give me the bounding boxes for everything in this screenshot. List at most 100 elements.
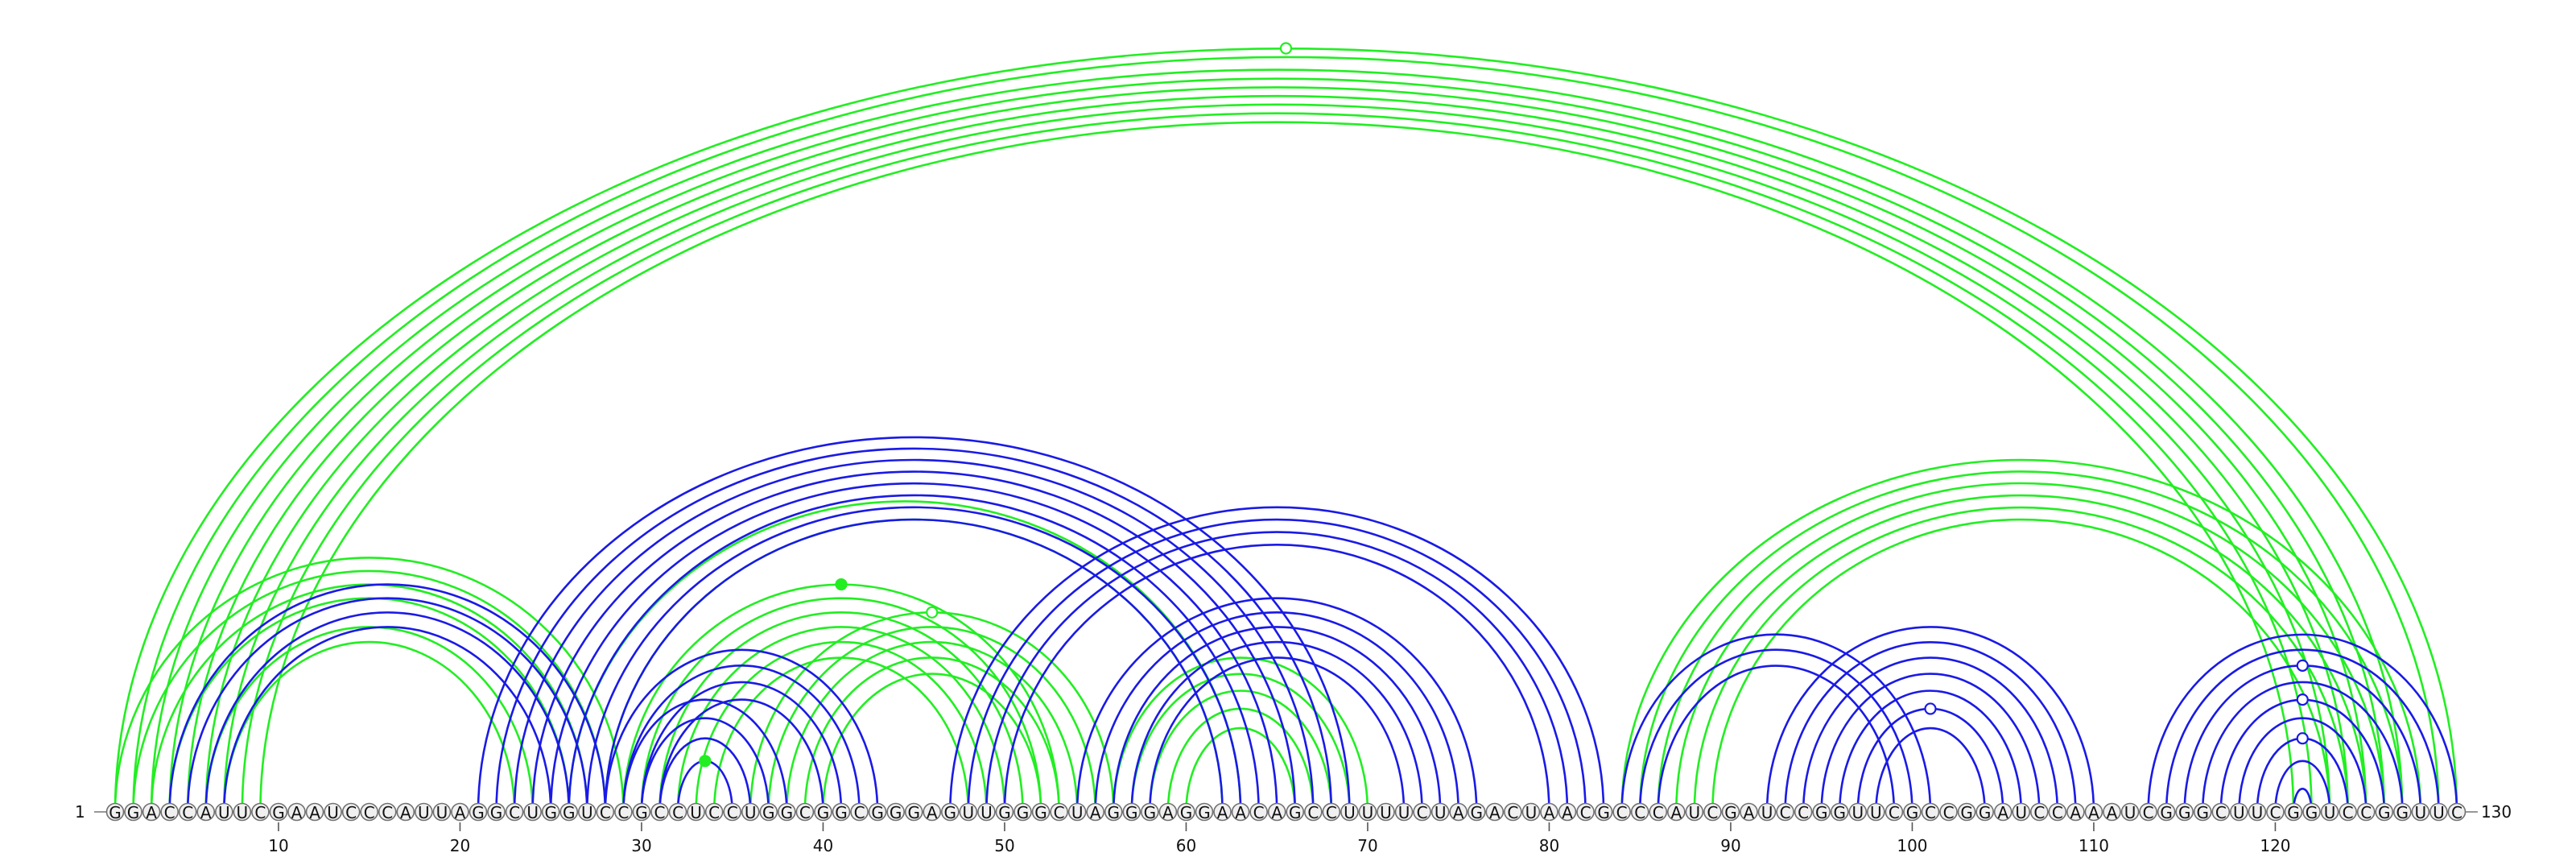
- nucleotide-circle: [1848, 802, 1868, 822]
- nucleotide: U: [415, 802, 433, 822]
- nucleotide-letter: C: [799, 803, 811, 822]
- nucleotide-letter: C: [2360, 803, 2372, 822]
- nucleotide-letter: A: [927, 803, 938, 822]
- nucleotide-letter: C: [2269, 803, 2281, 822]
- tick-label: 10: [268, 836, 288, 855]
- nucleotide-circle: [1830, 802, 1849, 822]
- nucleotide: G: [105, 802, 125, 822]
- nucleotide-letter: U: [2233, 803, 2245, 822]
- nucleotide-circle: [1540, 802, 1558, 822]
- nucleotide-circle: [1612, 802, 1631, 822]
- nucleotide-circle: [687, 802, 705, 822]
- nucleotide-circle: [1993, 802, 2013, 822]
- blue-arc-48-82: [967, 518, 1587, 813]
- nucleotide-letter: G: [781, 803, 794, 822]
- nucleotide-circle: [1867, 802, 1885, 822]
- nucleotide-circle: [1576, 802, 1595, 822]
- nucleotide-circle: [1449, 802, 1468, 822]
- nucleotide-circle: [2393, 802, 2412, 822]
- blue-arc-24-66: [531, 470, 1297, 813]
- nucleotide: G: [904, 802, 923, 822]
- tick-label: 80: [1539, 836, 1559, 855]
- nucleotide: U: [1067, 802, 1087, 822]
- nucleotide-letter: G: [2287, 803, 2300, 822]
- nucleotide: G: [1830, 802, 1849, 822]
- nucleotide-circle: [1885, 802, 1904, 822]
- nucleotide-letter: G: [635, 803, 648, 822]
- nucleotide-circle: [487, 802, 506, 822]
- green-arc-84-128: [1620, 458, 2422, 813]
- blue-arc-55-75: [1094, 611, 1459, 813]
- nucleotide-letter: G: [1724, 803, 1737, 822]
- nucleotide: A: [1267, 802, 1286, 822]
- nucleotide-circle: [2320, 802, 2339, 822]
- nucleotide: G: [559, 802, 579, 822]
- nucleotide: U: [1867, 802, 1885, 822]
- tick-label: 30: [631, 836, 651, 855]
- nucleotide: C: [704, 802, 724, 822]
- nucleotide: C: [1050, 802, 1068, 822]
- nucleotide: G: [2302, 802, 2321, 822]
- nucleotide-letter: U: [745, 803, 757, 822]
- tick-label: 110: [2079, 836, 2109, 855]
- nucleotide-letter: G: [1180, 803, 1193, 822]
- nucleotide-letter: U: [1852, 803, 1864, 822]
- nucleotide-circle: [2284, 802, 2303, 822]
- nucleotide-letter: A: [1562, 803, 1573, 822]
- nucleotide-circle: [614, 802, 633, 822]
- nucleotide-circle: [632, 802, 651, 822]
- nucleotide: C: [378, 802, 397, 822]
- nucleotide-letter: C: [672, 803, 683, 822]
- nucleotide: G: [1141, 802, 1159, 822]
- nucleotide: G: [1957, 802, 1976, 822]
- green-arc-1-130: [114, 47, 2458, 813]
- nucleotide-circle: [1104, 802, 1123, 822]
- blue-arc-94-108: [1802, 656, 2059, 813]
- nucleotide-circle: [977, 802, 996, 822]
- nucleotide: C: [1921, 802, 1940, 822]
- nucleotide: A: [287, 802, 306, 822]
- nucleotide-letter: C: [164, 803, 175, 822]
- tick-label: 50: [994, 836, 1014, 855]
- nucleotide-letter: G: [835, 803, 848, 822]
- nucleotide: G: [759, 802, 778, 822]
- nucleotide-circle: [1158, 802, 1178, 822]
- tick-label: 40: [813, 836, 833, 855]
- nucleotide-circle: [668, 802, 687, 822]
- nucleotide: A: [1558, 802, 1577, 822]
- nucleotide: G: [995, 802, 1014, 822]
- nucleotide-circle: [1794, 802, 1813, 822]
- nucleotide-letter: C: [2143, 803, 2154, 822]
- tick-label: 100: [1897, 836, 1927, 855]
- nucleotide-circle: [1141, 802, 1159, 822]
- nucleotide: U: [1358, 802, 1377, 822]
- nucleotide: C: [2139, 802, 2157, 822]
- nucleotide-letter: C: [2451, 803, 2462, 822]
- nucleotide-letter: A: [400, 803, 411, 822]
- nucleotide-letter: U: [2124, 803, 2136, 822]
- nucleotide: C: [1413, 802, 1431, 822]
- nucleotide-letter: U: [418, 803, 430, 822]
- nucleotide-letter: A: [1997, 803, 2008, 822]
- green-arc-3-127: [150, 68, 2404, 813]
- nucleotide-circle: [505, 802, 524, 822]
- nucleotide-circle: [251, 802, 270, 822]
- nucleotide: G: [124, 802, 142, 822]
- nucleotide-circle: [178, 802, 197, 822]
- nucleotide-letter: C: [2033, 803, 2045, 822]
- nucleotide-circle: [1067, 802, 1087, 822]
- nucleotide-circle: [904, 802, 923, 822]
- nucleotide: C: [668, 802, 687, 822]
- blue-arc-21-69: [477, 436, 1351, 813]
- nucleotide-letter: A: [2107, 803, 2118, 822]
- nucleotide: C: [1504, 802, 1522, 822]
- nucleotide-letter: U: [963, 803, 975, 822]
- nucleotide: C: [650, 802, 669, 822]
- nucleotide-letter: G: [762, 803, 775, 822]
- blue-arc-54-76: [1075, 597, 1478, 813]
- green-arc-3-27: [150, 583, 588, 813]
- nucleotide: C: [2339, 802, 2357, 822]
- nucleotide-circle: [2411, 802, 2430, 822]
- green-arc-58-68: [1149, 689, 1333, 813]
